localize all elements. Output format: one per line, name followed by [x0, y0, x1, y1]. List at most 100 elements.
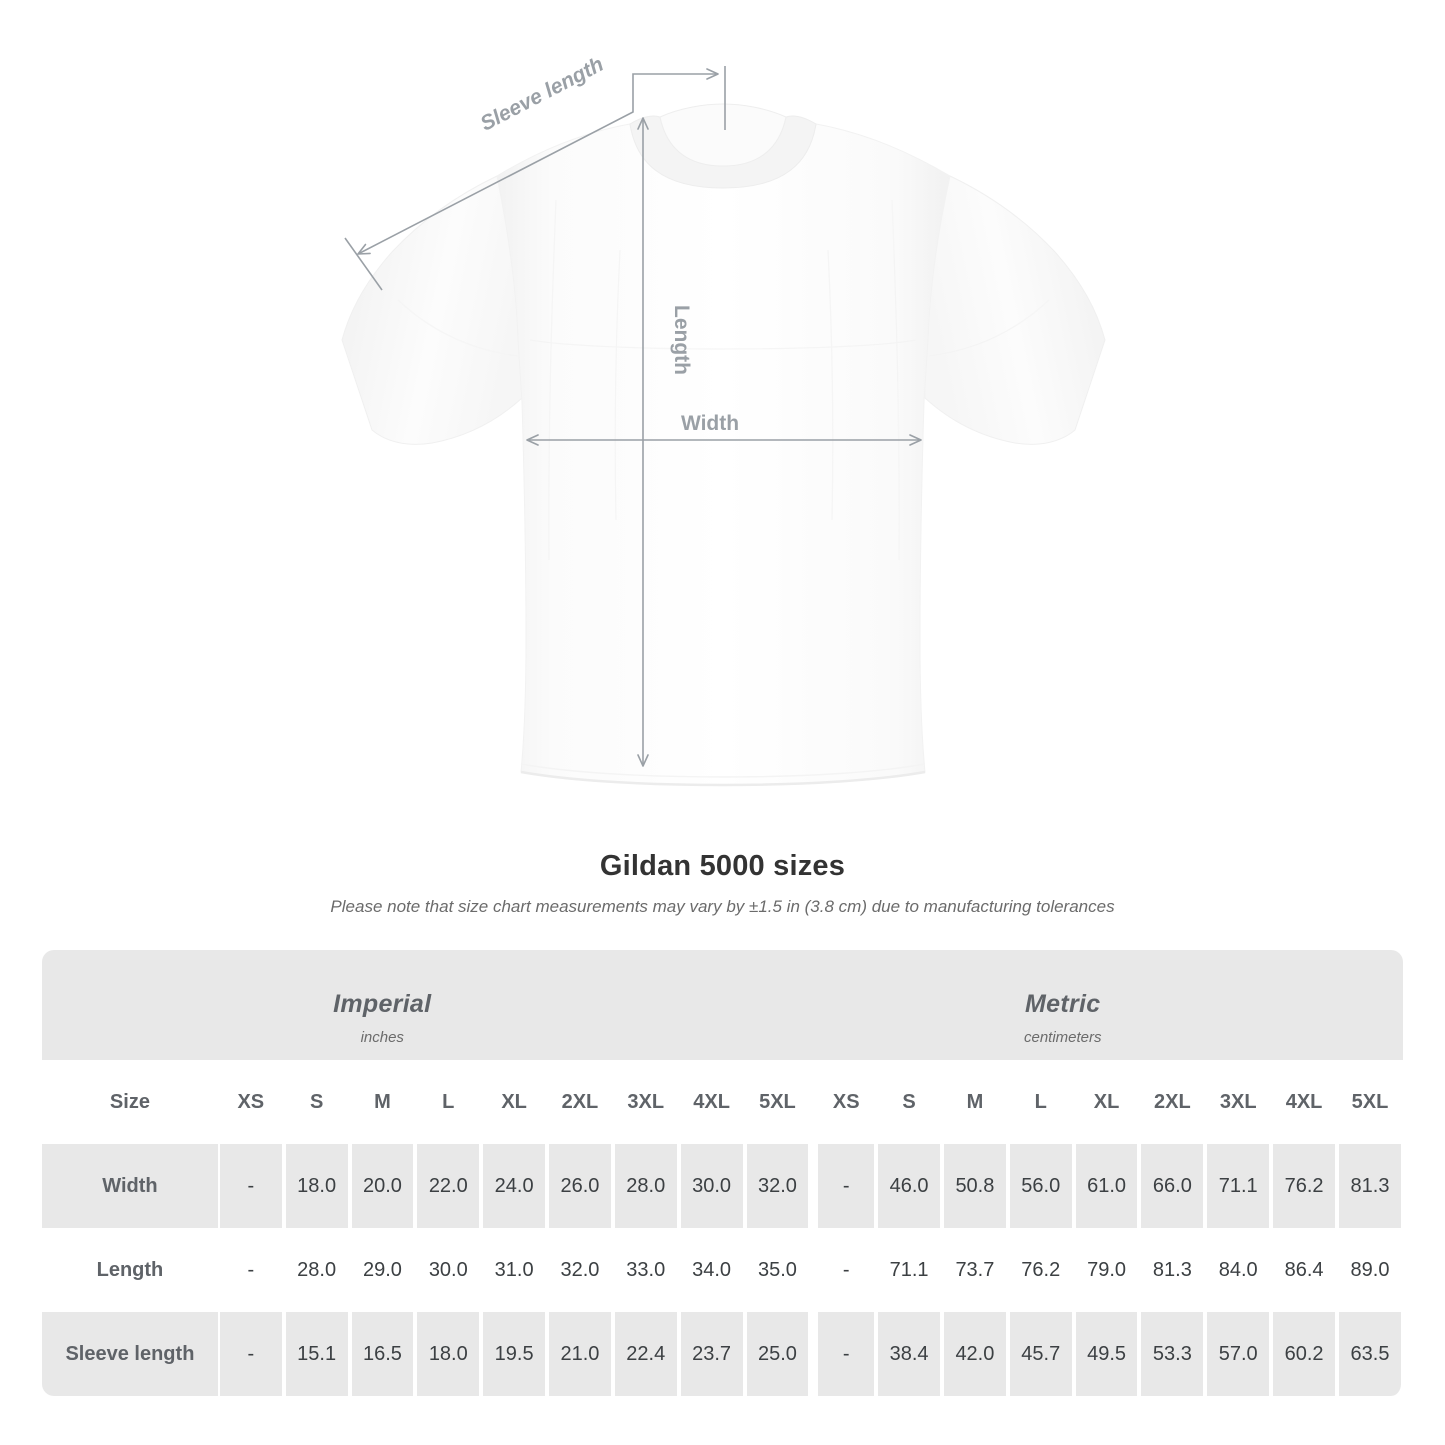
cell-metric-width-L: 56.0	[1007, 1144, 1074, 1228]
cell-imperial-width-XS: -	[217, 1144, 284, 1228]
cell-imperial-width-M: 20.0	[349, 1144, 416, 1228]
unit-sub-imperial: inches	[360, 1029, 404, 1046]
cell-imperial-width-2XL: 26.0	[547, 1144, 613, 1228]
table-row: Width -18.0 20.0 22.0 24.0 26.0 28.0 30.0 32.0-4…	[42, 1144, 1403, 1228]
header-imperial-S: S	[283, 1060, 350, 1144]
cell-metric-sleeve-length-XL: 49.5	[1073, 1312, 1140, 1396]
cell-metric-length-L: 76.2	[1007, 1228, 1074, 1312]
cell-metric-length-3XL: 84.0	[1205, 1228, 1272, 1312]
header-imperial-3XL: 3XL	[612, 1060, 679, 1144]
cell-metric-sleeve-length-S: 38.4	[876, 1312, 942, 1396]
sleeve-length-end-tick	[344, 237, 383, 291]
header-metric-M: M	[942, 1060, 1008, 1144]
tshirt-measurement-illustration: Sleeve length Length Width	[341, 53, 1106, 787]
unit-sub-metric: centimeters	[1023, 1029, 1102, 1046]
tshirt-body	[496, 123, 951, 786]
row-label-width: Width	[42, 1144, 218, 1228]
header-metric-XS: XS	[810, 1060, 877, 1144]
size-chart-table: Imperial inches Metric centimeters Size X…	[42, 950, 1403, 1396]
cell-imperial-length-5XL: 35.0	[744, 1228, 811, 1312]
cell-metric-width-M: 50.8	[942, 1144, 1008, 1228]
header-size-label: Size	[42, 1060, 218, 1144]
cell-imperial-width-S: 18.0	[283, 1144, 350, 1228]
cell-metric-width-XL: 61.0	[1073, 1144, 1140, 1228]
cell-metric-length-2XL: 81.3	[1139, 1228, 1206, 1312]
tshirt-graphic	[341, 103, 1106, 787]
cell-imperial-width-4XL: 30.0	[678, 1144, 745, 1228]
header-metric-5XL: 5XL	[1336, 1060, 1403, 1144]
cell-metric-width-S: 46.0	[876, 1144, 942, 1228]
sleeve-length-label: Sleeve length	[477, 53, 608, 136]
cell-imperial-length-S: 28.0	[283, 1228, 350, 1312]
unit-system-banner: Imperial inches Metric centimeters	[42, 950, 1403, 1060]
cell-metric-sleeve-length-XS: -	[810, 1312, 877, 1396]
cell-imperial-sleeve-length-XL: 19.5	[481, 1312, 548, 1396]
cell-metric-sleeve-length-L: 45.7	[1007, 1312, 1074, 1396]
table-row: Sleeve length - 15.1 16.5 18.0 19.5 21.0 22.4 23…	[42, 1312, 1403, 1396]
unit-block-imperial: Imperial inches	[42, 950, 723, 1060]
header-imperial-4XL: 4XL	[678, 1060, 745, 1144]
header-metric-S: S	[876, 1060, 942, 1144]
cell-imperial-sleeve-length-3XL: 22.4	[612, 1312, 679, 1396]
tshirt-hem	[520, 770, 926, 787]
header-imperial-2XL: 2XL	[547, 1060, 613, 1144]
table-header-row: Size XS S M L XL 2XL 3XL 4XL 5XL XS S M L XL 2XL 3XL 4XL 5…	[42, 1060, 1403, 1144]
cell-metric-sleeve-length-4XL: 60.2	[1271, 1312, 1337, 1396]
row-label-sleeve-length: Sleeve length	[42, 1312, 218, 1396]
cell-metric-sleeve-length-2XL: 53.3	[1139, 1312, 1206, 1396]
cell-imperial-length-4XL: 34.0	[678, 1228, 745, 1312]
cell-imperial-length-M: 29.0	[349, 1228, 416, 1312]
cell-imperial-length-L: 30.0	[415, 1228, 482, 1312]
cell-imperial-width-3XL: 28.0	[612, 1144, 679, 1228]
cell-metric-width-5XL: 81.3	[1336, 1144, 1403, 1228]
tshirt-right-sleeve	[916, 175, 1106, 445]
cell-metric-width-3XL: 71.1	[1205, 1144, 1272, 1228]
header-imperial-L: L	[415, 1060, 482, 1144]
header-imperial-XS: XS	[217, 1060, 284, 1144]
measurements-grid: Size XS S M L XL 2XL 3XL 4XL 5XL XS S M L XL 2XL 3XL 4XL 5…	[42, 1060, 1403, 1396]
cell-metric-sleeve-length-5XL: 63.5	[1336, 1312, 1403, 1396]
cell-metric-width-4XL: 76.2	[1271, 1144, 1337, 1228]
header-imperial-XL: XL	[481, 1060, 548, 1144]
cell-imperial-length-3XL: 33.0	[612, 1228, 679, 1312]
length-label: Length	[670, 305, 693, 375]
cell-imperial-length-2XL: 32.0	[547, 1228, 613, 1312]
unit-block-metric: Metric centimeters	[723, 950, 1404, 1060]
width-annotation: Width	[526, 412, 922, 446]
cell-imperial-width-L: 22.0	[415, 1144, 482, 1228]
width-label: Width	[681, 412, 739, 435]
row-label-length: Length	[42, 1228, 218, 1312]
cell-imperial-sleeve-length-2XL: 21.0	[547, 1312, 613, 1396]
header-imperial-5XL: 5XL	[744, 1060, 811, 1144]
cell-imperial-length-XL: 31.0	[481, 1228, 548, 1312]
sleeve-length-arrow	[357, 68, 719, 255]
header-metric-4XL: 4XL	[1271, 1060, 1337, 1144]
tshirt-left-sleeve	[341, 175, 531, 445]
cell-imperial-sleeve-length-M: 16.5	[349, 1312, 416, 1396]
cell-imperial-width-XL: 24.0	[481, 1144, 548, 1228]
page-title: Gildan 5000 sizes	[599, 850, 846, 882]
header-metric-L: L	[1007, 1060, 1074, 1144]
header-imperial-M: M	[349, 1060, 416, 1144]
tolerance-note: Please note that size chart measurements…	[330, 897, 1115, 916]
cell-metric-sleeve-length-M: 42.0	[942, 1312, 1008, 1396]
cell-imperial-length-XS: -	[217, 1228, 284, 1312]
table-row: Length -28.0 29.0 30.0 31.0 32.0 33.0 34.0 35.0-…	[42, 1228, 1403, 1312]
cell-imperial-width-5XL: 32.0	[744, 1144, 811, 1228]
header-metric-3XL: 3XL	[1205, 1060, 1272, 1144]
cell-metric-length-5XL: 89.0	[1336, 1228, 1403, 1312]
cell-metric-length-M: 73.7	[942, 1228, 1008, 1312]
cell-metric-length-4XL: 86.4	[1271, 1228, 1337, 1312]
cell-imperial-sleeve-length-5XL: 25.0	[744, 1312, 811, 1396]
cell-metric-width-XS: -	[810, 1144, 877, 1228]
cell-metric-length-S: 71.1	[876, 1228, 942, 1312]
cell-imperial-sleeve-length-4XL: 23.7	[678, 1312, 745, 1396]
cell-metric-length-XS: -	[810, 1228, 877, 1312]
header-metric-2XL: 2XL	[1139, 1060, 1206, 1144]
cell-metric-width-2XL: 66.0	[1139, 1144, 1206, 1228]
cell-imperial-sleeve-length-S: 15.1	[283, 1312, 350, 1396]
cell-metric-sleeve-length-3XL: 57.0	[1205, 1312, 1272, 1396]
header-metric-XL: XL	[1073, 1060, 1140, 1144]
unit-name-imperial: Imperial	[333, 990, 432, 1018]
cell-imperial-sleeve-length-L: 18.0	[415, 1312, 482, 1396]
